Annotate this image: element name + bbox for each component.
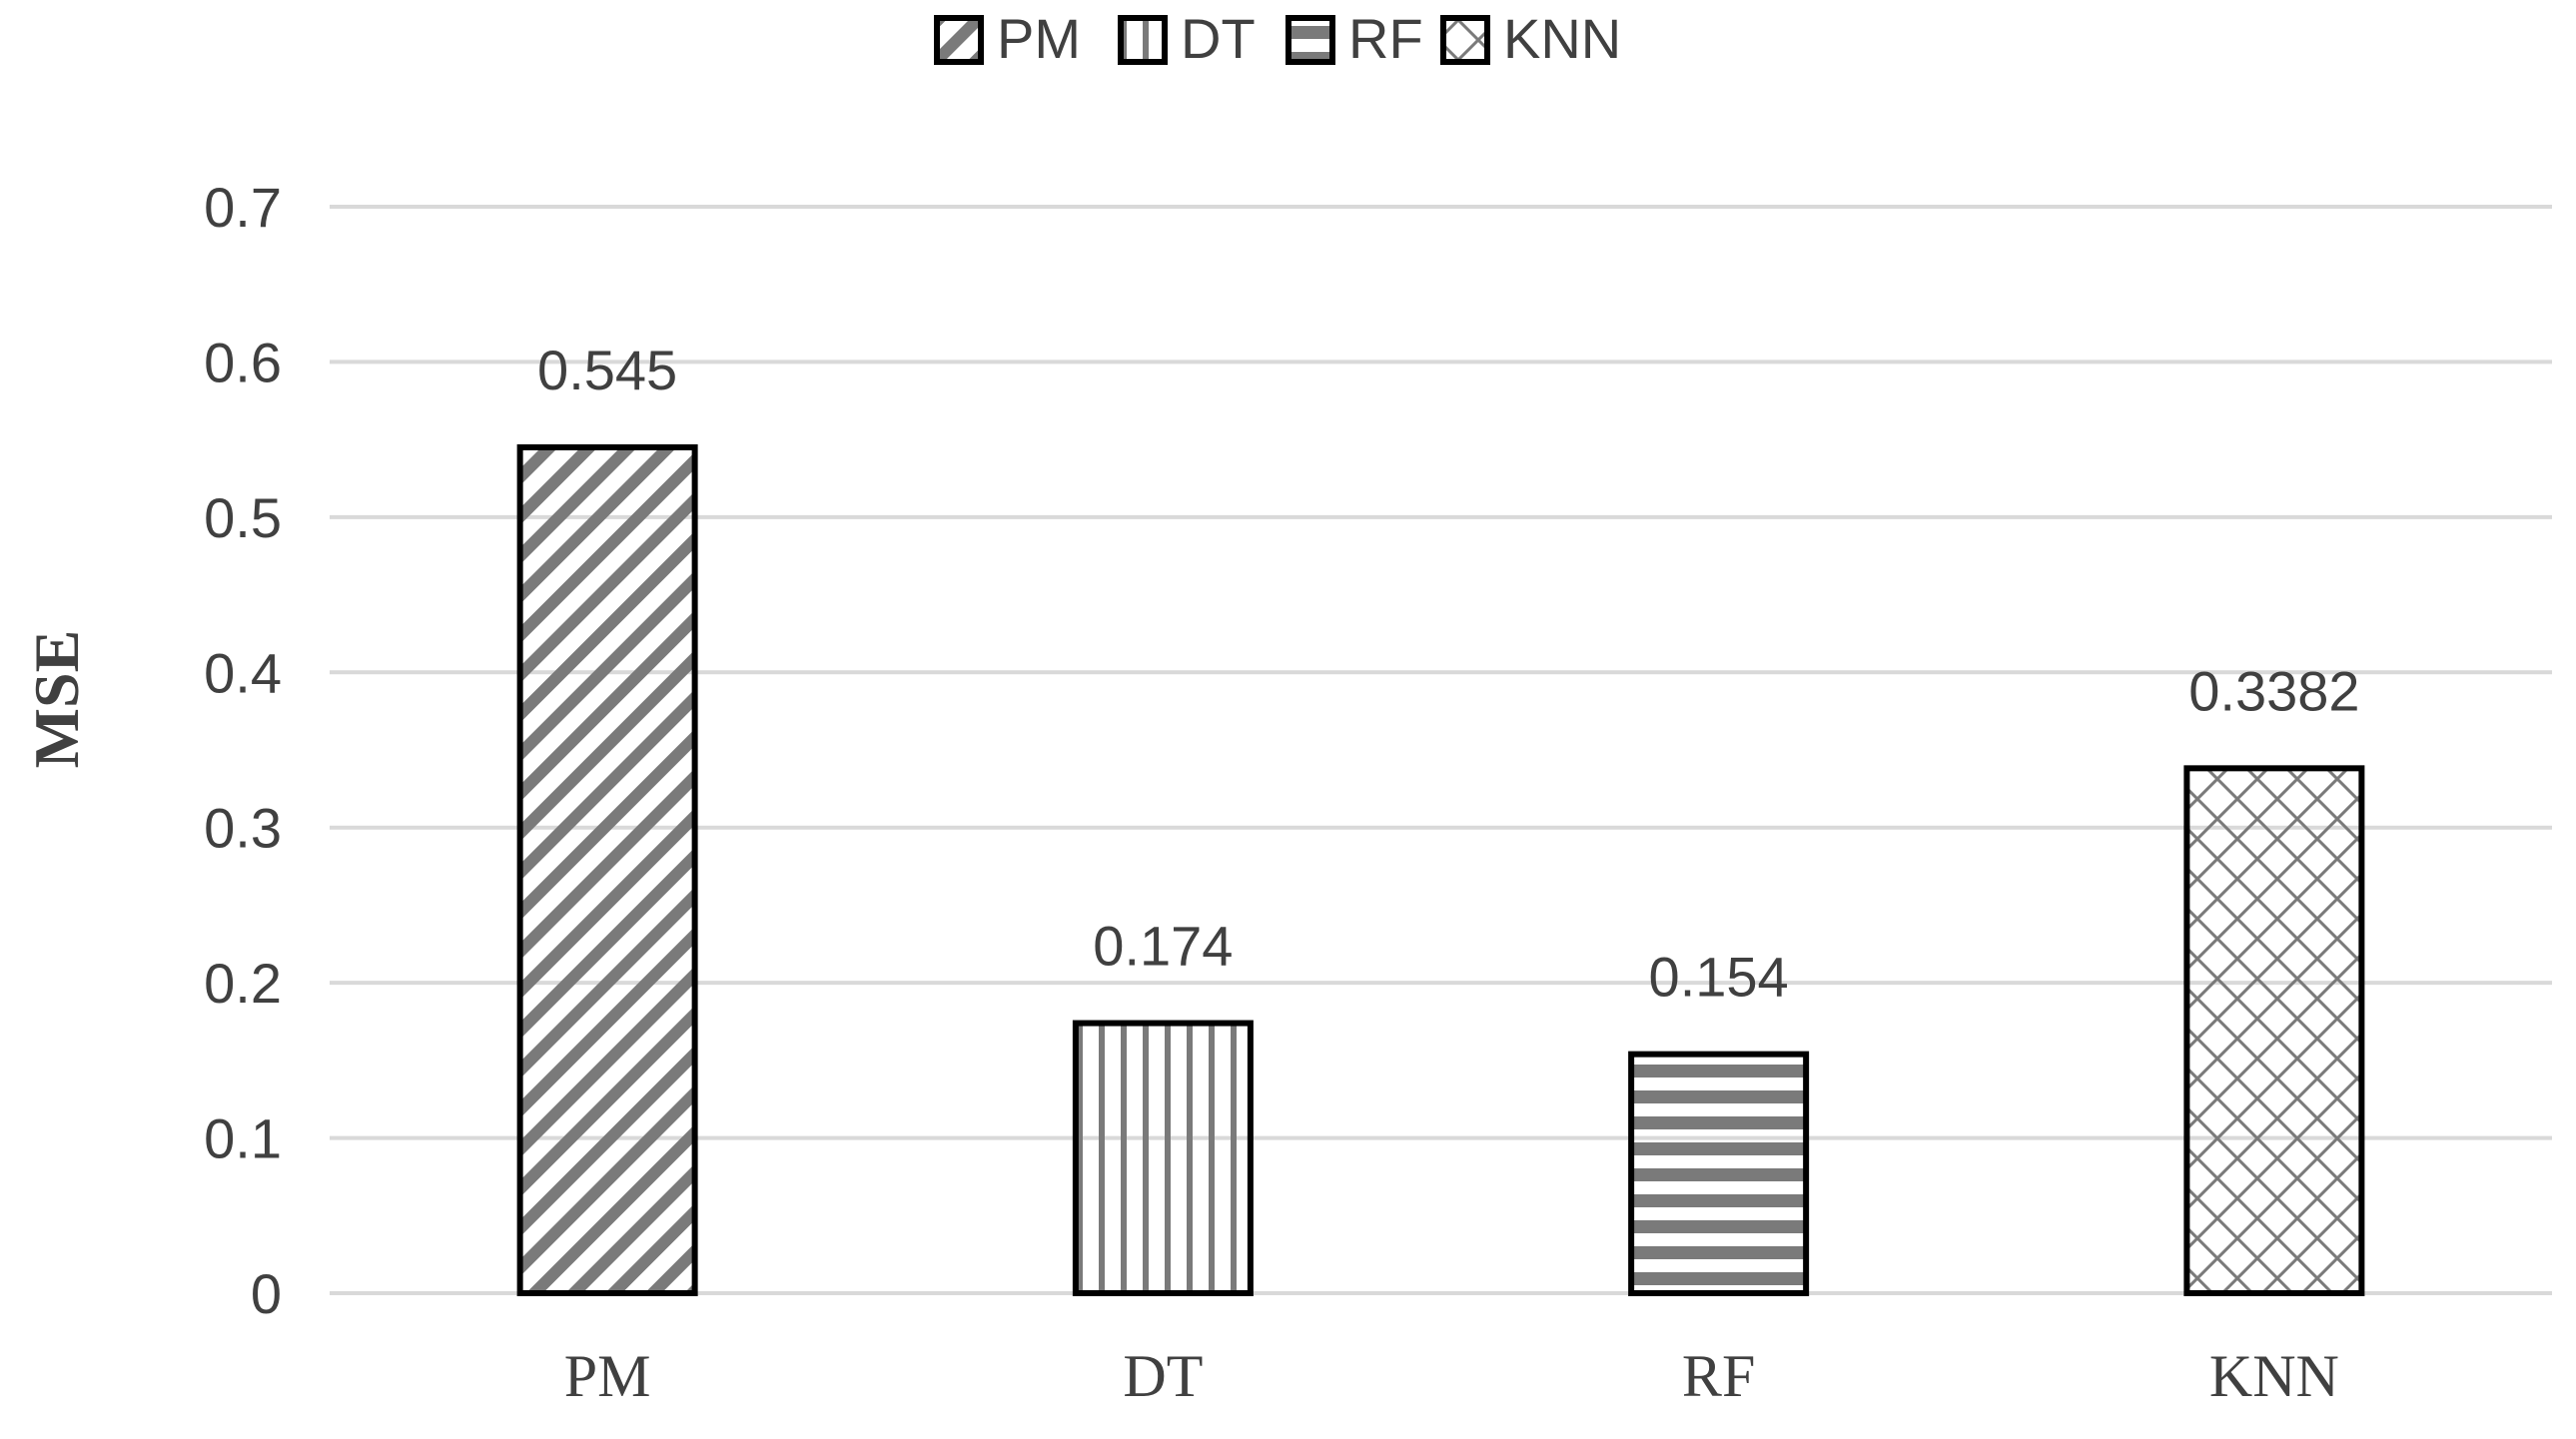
data-label-knn: 0.3382 bbox=[2188, 659, 2359, 722]
y-tick-label: 0.6 bbox=[204, 331, 282, 393]
data-label-rf: 0.154 bbox=[1649, 946, 1789, 1009]
legend-label-rf: RF bbox=[1348, 7, 1423, 70]
x-tick-label-knn: KNN bbox=[2209, 1343, 2339, 1409]
y-tick-label: 0.7 bbox=[204, 176, 282, 239]
y-tick-label: 0 bbox=[251, 1262, 282, 1325]
x-tick-label-pm: PM bbox=[564, 1343, 651, 1409]
data-label-dt: 0.174 bbox=[1093, 915, 1233, 978]
x-axis-ticks: PM DT RF KNN bbox=[564, 1343, 2339, 1409]
y-axis-label: MSE bbox=[21, 630, 92, 769]
data-labels: 0.545 0.174 0.154 0.3382 bbox=[537, 339, 2359, 1009]
legend-label-pm: PM bbox=[997, 7, 1081, 70]
legend-label-knn: KNN bbox=[1503, 7, 1621, 70]
bar-pm bbox=[516, 443, 698, 1296]
x-tick-label-rf: RF bbox=[1682, 1343, 1755, 1409]
legend-swatch-dt bbox=[1118, 15, 1168, 65]
legend-swatch-rf bbox=[1286, 15, 1335, 65]
y-axis-ticks: 0 0.1 0.2 0.3 0.4 0.5 0.6 0.7 bbox=[204, 176, 282, 1325]
data-label-pm: 0.545 bbox=[537, 339, 677, 401]
legend-swatch-knn bbox=[1440, 15, 1490, 65]
y-tick-label: 0.5 bbox=[204, 486, 282, 549]
y-tick-label: 0.1 bbox=[204, 1107, 282, 1170]
bar-dt bbox=[1072, 1020, 1254, 1297]
bar-rf bbox=[1628, 1051, 1810, 1297]
gridlines bbox=[330, 205, 2552, 1295]
y-tick-label: 0.4 bbox=[204, 641, 282, 704]
legend-label-dt: DT bbox=[1181, 7, 1256, 70]
legend: PM DT RF KNN bbox=[934, 7, 1621, 70]
y-tick-label: 0.3 bbox=[204, 797, 282, 860]
legend-swatch-pm bbox=[934, 15, 984, 65]
bar-knn bbox=[2183, 765, 2365, 1296]
x-tick-label-dt: DT bbox=[1123, 1343, 1203, 1409]
bars bbox=[516, 443, 2365, 1297]
y-tick-label: 0.2 bbox=[204, 952, 282, 1015]
